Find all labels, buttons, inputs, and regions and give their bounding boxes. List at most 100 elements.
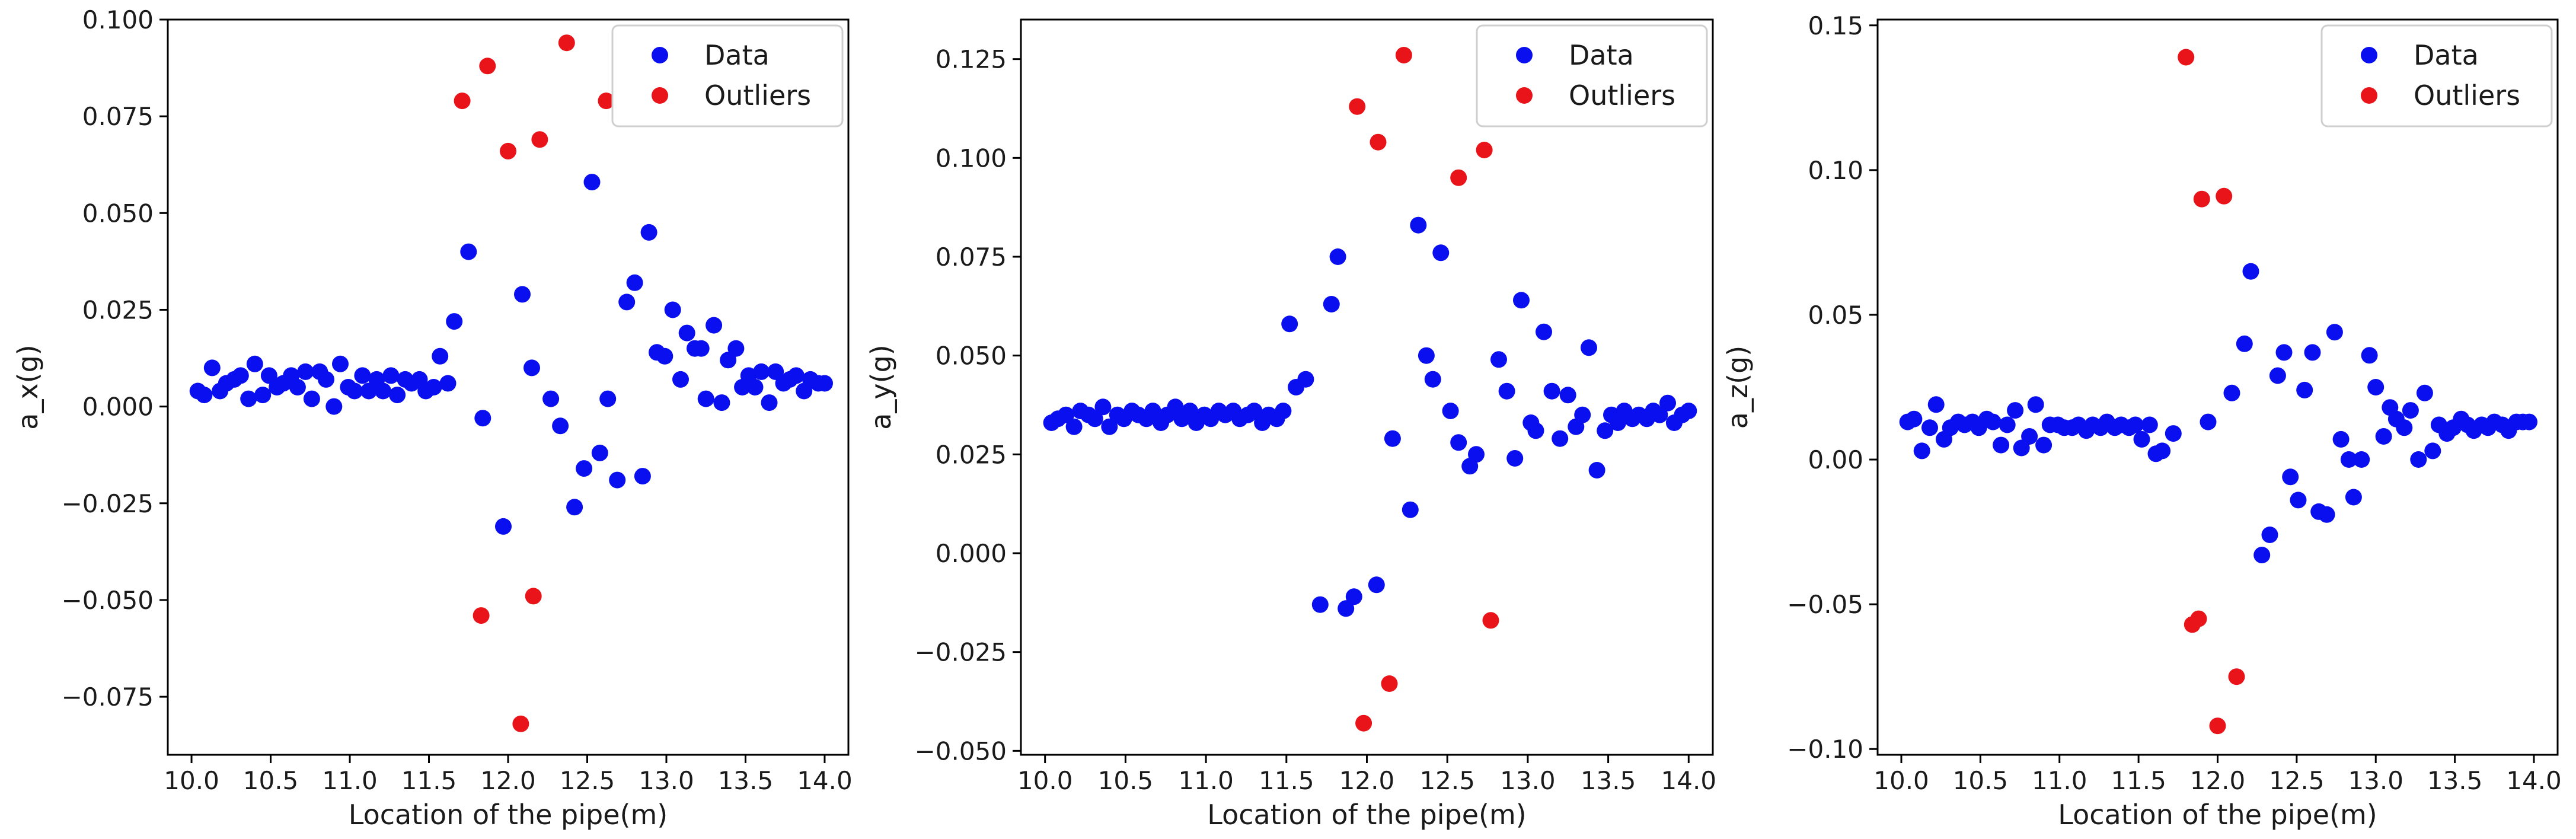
y-axis-label: a_x(g) [12,344,44,430]
data-point [1993,436,2010,454]
data-point [599,390,617,407]
data-point [1086,410,1103,428]
outlier-point [2178,49,2195,66]
data-point [1275,403,1292,419]
data-point [1297,371,1314,388]
x-tick-label: 10.5 [243,766,299,795]
data-point [1468,446,1485,463]
x-tick-label: 13.5 [1581,766,1636,795]
data-point [1402,501,1419,518]
y-tick-label: 0.100 [82,5,154,34]
x-tick-label: 13.0 [639,766,694,795]
outlier-point [1355,714,1372,732]
legend-label-outliers: Outliers [2414,79,2520,111]
outlier-point [2216,187,2233,205]
x-tick-label: 12.0 [2190,766,2246,795]
legend-marker-outliers [2361,87,2377,104]
data-point [254,387,272,404]
series-outliers [2178,49,2245,735]
data-point [1410,216,1427,234]
data-point [2021,428,2038,445]
x-tick-label: 14.0 [797,766,853,795]
legend-label-data: Data [704,39,770,71]
data-point [1913,442,1930,460]
data-point [2361,347,2378,364]
x-tick-label: 13.0 [2348,766,2403,795]
series-data [1899,263,2537,564]
data-point [1418,347,1435,364]
data-point [1597,422,1614,439]
outlier-point [1476,142,1493,158]
x-tick-label: 13.0 [1500,766,1556,795]
data-point [2340,451,2357,468]
data-point [672,371,689,388]
data-point [1065,418,1083,435]
x-tick-label: 10.5 [1098,766,1154,795]
data-point [767,363,784,380]
outlier-point [1381,675,1398,692]
data-point [1144,403,1161,419]
y-tick-label: 0.15 [1808,11,1863,40]
outlier-point [454,92,471,110]
data-point [196,387,213,404]
data-point [1559,387,1576,404]
y-tick-label: 0.125 [936,45,1007,74]
data-point [552,417,569,435]
outlier-point [1482,612,1499,629]
data-point [746,379,764,395]
data-point [2318,506,2335,523]
x-tick-label: 13.5 [2427,766,2483,795]
outlier-point [2190,610,2207,627]
data-point [2304,344,2321,361]
data-point [609,471,626,489]
data-point [1680,403,1697,419]
data-point [2402,402,2419,419]
legend: Data Outliers [1476,24,1708,127]
data-point [1581,339,1597,356]
data-point [1450,434,1467,451]
data-point [2035,436,2052,454]
data-point [664,301,681,318]
data-point [2375,428,2392,445]
x-tick-label: 10.0 [164,766,219,795]
data-point [1311,596,1329,613]
data-point [2282,468,2299,486]
y-tick-label: −0.050 [62,586,154,615]
data-point [1384,430,1401,447]
data-point [1338,600,1355,617]
legend: Data Outliers [2320,24,2553,127]
data-point [1432,244,1450,261]
data-point [203,359,221,377]
data-point [1659,394,1676,411]
y-tick-label: −0.10 [1787,735,1863,764]
data-point [2326,324,2343,341]
data-point [246,355,263,372]
legend-box [2320,24,2553,127]
data-point [382,367,400,384]
data-point [432,347,449,365]
data-point [1999,416,2016,433]
data-point [1552,430,1569,447]
data-point [1424,371,1441,388]
data-point [2242,263,2259,280]
data-point [1281,315,1298,333]
y-tick-label: 0.025 [82,295,154,324]
x-axis-label: Location of the pipe(m) [349,799,668,831]
x-tick-label: 10.0 [1873,766,1929,795]
data-point [1094,398,1112,416]
outlier-point [2209,717,2226,735]
y-tick-label: 0.000 [82,393,154,422]
series-outliers [1349,47,1499,732]
data-point [2416,384,2433,401]
data-point [460,243,477,260]
x-tick-label: 12.5 [1419,766,1475,795]
x-tick-label: 11.0 [1178,766,1234,795]
data-point [713,394,730,411]
data-point [360,382,378,400]
outlier-point [598,92,615,110]
data-point [576,460,593,477]
data-point [753,363,770,380]
x-tick-label: 12.0 [1339,766,1395,795]
y-axis-label: a_z(g) [1722,346,1754,429]
